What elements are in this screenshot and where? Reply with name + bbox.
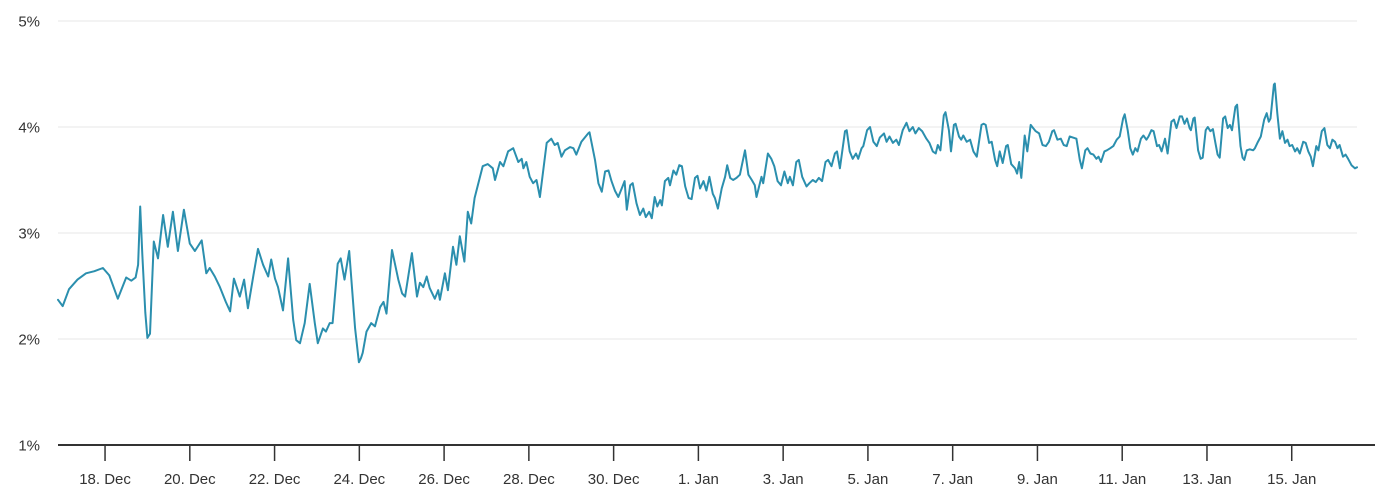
x-axis-tick-label: 26. Dec — [418, 471, 470, 488]
data-line — [57, 82, 1358, 364]
y-axis-tick-label: 5% — [18, 13, 40, 30]
x-axis-tick-label: 28. Dec — [503, 471, 555, 488]
x-axis-tick-label: 20. Dec — [164, 471, 216, 488]
y-axis-tick-label: 3% — [18, 225, 40, 242]
y-axis-tick-label: 1% — [18, 437, 40, 454]
x-axis-tick-label: 13. Jan — [1182, 471, 1231, 488]
x-axis-tick-label: 22. Dec — [249, 471, 301, 488]
x-axis-tick-label: 9. Jan — [1017, 471, 1058, 488]
x-axis-tick-label: 24. Dec — [333, 471, 385, 488]
x-axis-tick-label: 18. Dec — [79, 471, 131, 488]
x-axis-tick-label: 3. Jan — [763, 471, 804, 488]
x-axis-tick-label: 1. Jan — [678, 471, 719, 488]
y-axis-tick-label: 4% — [18, 119, 40, 136]
x-axis-tick-label: 5. Jan — [847, 471, 888, 488]
x-axis-tick-label: 11. Jan — [1098, 471, 1146, 488]
x-axis-tick-label: 15. Jan — [1267, 471, 1316, 488]
x-axis-tick-label: 30. Dec — [588, 471, 640, 488]
y-axis-tick-label: 2% — [18, 331, 40, 348]
x-axis-tick-label: 7. Jan — [932, 471, 973, 488]
